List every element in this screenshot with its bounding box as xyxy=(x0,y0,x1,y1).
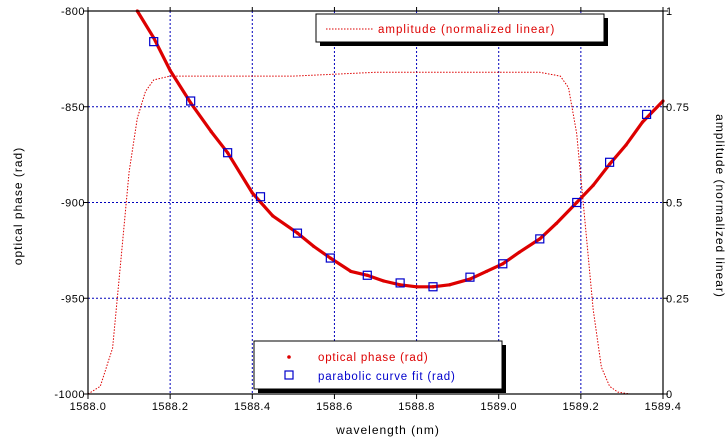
optical-phase-point xyxy=(608,162,612,166)
x-tick-label: 1588.4 xyxy=(234,401,271,413)
fit-marker xyxy=(428,282,438,292)
optical-phase-point xyxy=(517,250,521,254)
fit-marker xyxy=(535,234,545,244)
x-tick-label: 1589.4 xyxy=(645,401,682,413)
optical-phase-point xyxy=(575,200,579,205)
fit-marker xyxy=(641,109,652,120)
legend-top xyxy=(315,13,605,43)
optical-phase-point xyxy=(468,277,472,281)
legend-amplitude-label: amplitude (normalized linear) xyxy=(378,24,555,36)
optical-phase-point xyxy=(538,237,542,241)
optical-phase-point xyxy=(447,283,452,287)
legend-phase-swatch xyxy=(287,355,291,359)
optical-phase-point xyxy=(554,221,558,226)
y-tick-label: -850 xyxy=(61,102,85,114)
optical-phase-point xyxy=(328,256,332,260)
legend-fit-swatch xyxy=(284,370,294,380)
fit-marker xyxy=(465,272,475,282)
optical-phase-point xyxy=(365,273,369,277)
y-tick-label: -950 xyxy=(61,293,85,305)
optical-phase-point xyxy=(312,244,316,249)
fit-marker xyxy=(223,148,233,158)
optical-phase-line xyxy=(135,10,665,289)
fit-marker xyxy=(149,37,159,47)
y-tick-label: -1000 xyxy=(54,389,85,401)
legend-bottom xyxy=(253,340,503,390)
x-tick-label: 1588.2 xyxy=(152,401,189,413)
optical-phase-point xyxy=(226,151,230,155)
y2-tick-label: 0 xyxy=(666,389,673,401)
optical-phase-point xyxy=(414,285,419,289)
y-axis-label: optical phase (rad) xyxy=(11,147,25,265)
y-tick-label: -800 xyxy=(61,6,85,18)
series-layer xyxy=(87,9,665,395)
optical-phase-point xyxy=(624,143,628,147)
optical-phase-point xyxy=(209,130,213,134)
legends: amplitude (normalized linear) optical pha… xyxy=(253,13,608,393)
optical-phase-point xyxy=(398,283,402,287)
optical-phase-point xyxy=(349,269,353,274)
amplitude-line xyxy=(87,71,631,395)
x-tick-label: 1589.2 xyxy=(563,401,600,413)
fit-marker xyxy=(362,270,372,280)
legend-fit-label: parabolic curve fit (rad) xyxy=(318,371,456,383)
x-tick-label: 1588.8 xyxy=(398,401,435,413)
axes xyxy=(83,7,668,399)
x-axis-label: wavelength (nm) xyxy=(335,423,440,437)
fit-marker xyxy=(255,192,266,202)
fit-marker xyxy=(395,278,405,288)
optical-phase-point xyxy=(295,231,300,235)
optical-phase-point xyxy=(484,269,488,274)
x-tick-label: 1589.0 xyxy=(480,401,517,413)
fit-marker xyxy=(572,197,582,208)
optical-phase-point xyxy=(501,262,505,266)
tick-labels: 1588.0 1588.2 1588.4 1588.6 1588.8 1589.0 1589… xyxy=(54,6,689,413)
y2-axis-label: amplitude (normalized linear) xyxy=(713,114,727,298)
y2-tick-label: 1 xyxy=(666,6,673,18)
fit-marker xyxy=(186,96,196,106)
legend-phase-label: optical phase (rad) xyxy=(318,352,428,364)
fit-marker xyxy=(605,157,615,167)
optical-phase-point xyxy=(382,279,386,283)
optical-phase-point xyxy=(640,120,645,124)
y2-tick-label: 0.25 xyxy=(666,293,689,305)
plot-frame xyxy=(87,10,664,395)
optical-phase-point xyxy=(189,101,193,105)
fit-marker xyxy=(325,253,335,263)
optical-phase-point xyxy=(168,68,172,72)
y-tick-label: -900 xyxy=(61,198,85,210)
optical-phase-point xyxy=(431,285,435,289)
y2-tick-label: 0.5 xyxy=(666,198,683,210)
y2-tick-label: 0.75 xyxy=(666,102,689,114)
fit-marker xyxy=(498,259,508,269)
x-tick-label: 1588.6 xyxy=(316,401,353,413)
optical-phase-point xyxy=(591,183,595,187)
x-tick-label: 1588.0 xyxy=(70,401,107,413)
optical-phase-point xyxy=(271,214,275,218)
optical-phase-point xyxy=(250,191,254,195)
fit-marker xyxy=(292,228,303,238)
